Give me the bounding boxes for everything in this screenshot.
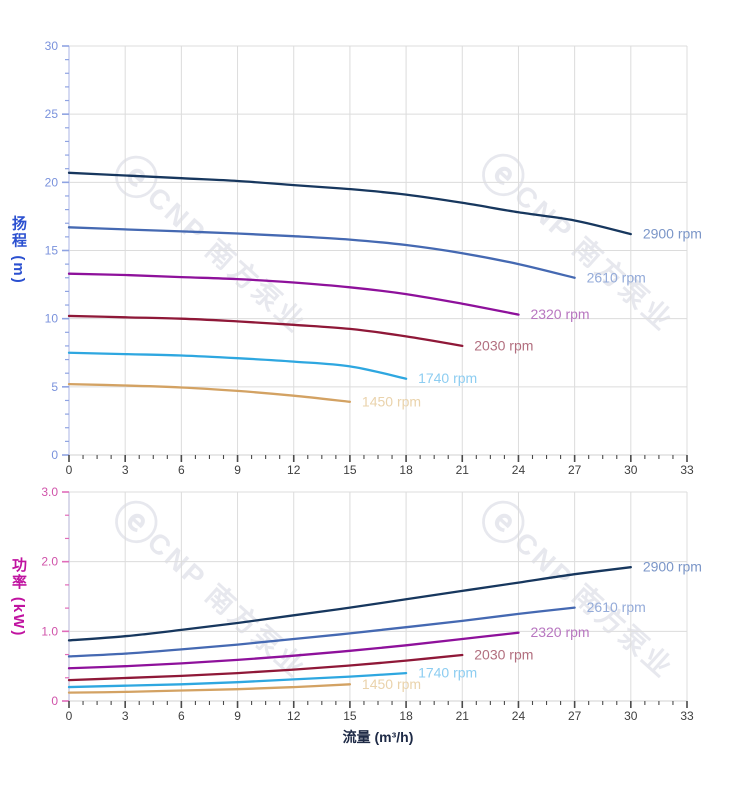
x-tick-label: 6 xyxy=(178,463,185,477)
head-axis-title: 扬程 (m) xyxy=(10,215,27,285)
power-axis-title: 功率 (kW) xyxy=(10,556,27,638)
series-label-2030-rpm: 2030 rpm xyxy=(474,337,533,353)
x-tick-label: 33 xyxy=(680,463,694,477)
x-tick-label: 30 xyxy=(624,463,638,477)
x-tick-label: 27 xyxy=(568,709,582,723)
x-tick-label: 3 xyxy=(122,463,129,477)
series-line-1450-rpm xyxy=(67,683,352,694)
y-tick-label: 2.0 xyxy=(41,555,58,569)
series-label-2900-rpm: 2900 rpm xyxy=(643,226,702,242)
x-tick-label: 24 xyxy=(512,463,526,477)
x-tick-label: 0 xyxy=(66,709,73,723)
y-tick-label: 15 xyxy=(45,244,59,258)
x-tick-label: 9 xyxy=(234,463,241,477)
series-label-1740-rpm: 1740 rpm xyxy=(418,370,477,386)
series-line-1450-rpm xyxy=(67,382,352,403)
x-tick-label: 18 xyxy=(399,709,413,723)
x-tick-label: 27 xyxy=(568,463,582,477)
x-tick-label: 12 xyxy=(287,709,301,723)
series-line-1740-rpm xyxy=(67,671,408,689)
y-tick-label: 20 xyxy=(45,175,59,189)
x-tick-label: 18 xyxy=(399,463,413,477)
y-tick-label: 0 xyxy=(51,448,58,462)
series-label-2320-rpm: 2320 rpm xyxy=(530,306,589,322)
x-tick-label: 15 xyxy=(343,463,357,477)
y-tick-label: 0 xyxy=(51,694,58,708)
series-label-1450-rpm: 1450 rpm xyxy=(362,676,421,692)
series-label-2320-rpm: 2320 rpm xyxy=(530,624,589,640)
series-line-2320-rpm xyxy=(67,272,520,316)
series-label-2900-rpm: 2900 rpm xyxy=(643,559,702,575)
x-tick-label: 6 xyxy=(178,709,185,723)
y-tick-label: 1.0 xyxy=(41,624,58,638)
y-tick-label: 25 xyxy=(45,107,59,121)
y-tick-label: 30 xyxy=(45,39,59,53)
series-line-2030-rpm xyxy=(67,314,464,348)
series-line-2610-rpm xyxy=(67,606,576,658)
series-line-2320-rpm xyxy=(67,631,520,670)
series-line-1740-rpm xyxy=(67,351,408,380)
series-label-2610-rpm: 2610 rpm xyxy=(587,599,646,615)
y-tick-label: 5 xyxy=(51,380,58,394)
x-tick-label: 21 xyxy=(456,709,470,723)
series-label-1450-rpm: 1450 rpm xyxy=(362,393,421,409)
y-tick-label: 3.0 xyxy=(41,485,58,499)
x-tick-label: 15 xyxy=(343,709,357,723)
series-label-1740-rpm: 1740 rpm xyxy=(418,665,477,681)
x-tick-label: 0 xyxy=(66,463,73,477)
flow-axis-title: 流量 (m³/h) xyxy=(342,729,414,745)
y-tick-label: 10 xyxy=(45,312,59,326)
series-label-2610-rpm: 2610 rpm xyxy=(587,269,646,285)
chart-power: 0 1.0 2.0 3.0 0 3 6 9 12 15 18 21 24 27 30 33 2900 rpm 26… xyxy=(41,485,702,723)
series-label-2030-rpm: 2030 rpm xyxy=(474,647,533,663)
x-tick-label: 12 xyxy=(287,463,301,477)
x-tick-label: 3 xyxy=(122,709,129,723)
series-line-2610-rpm xyxy=(67,226,576,279)
x-tick-label: 21 xyxy=(456,463,470,477)
x-tick-label: 30 xyxy=(624,709,638,723)
series-line-2900-rpm xyxy=(67,171,632,236)
series-line-2900-rpm xyxy=(67,566,632,642)
x-tick-label: 9 xyxy=(234,709,241,723)
series-line-2030-rpm xyxy=(67,653,464,682)
chart-head: 0 5 10 15 20 25 30 0 3 6 9 12 15 18 21 24 27 30 33 2900 rpm… xyxy=(45,39,702,477)
x-tick-label: 33 xyxy=(680,709,694,723)
x-tick-label: 24 xyxy=(512,709,526,723)
